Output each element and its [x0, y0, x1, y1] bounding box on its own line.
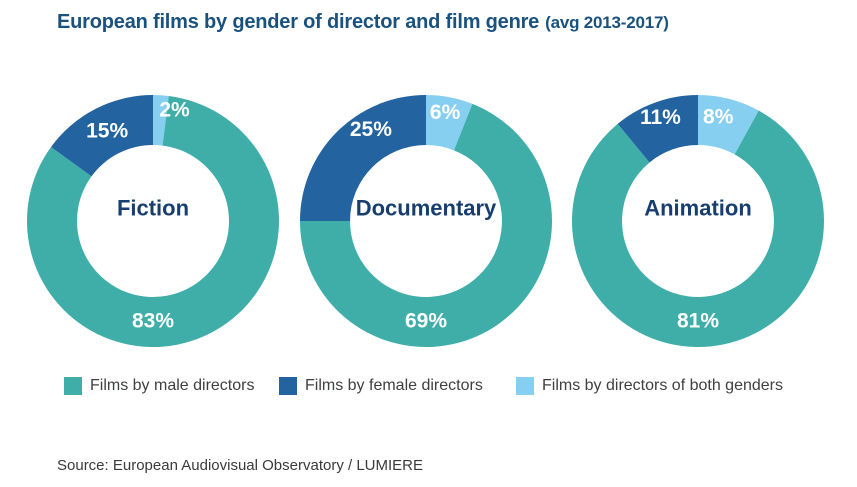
- legend-label: Films by female directors: [305, 377, 483, 394]
- chart-legend: Films by male directors Films by female d…: [0, 377, 857, 399]
- donut-center-label: Documentary: [356, 196, 497, 221]
- slice-both: [698, 95, 759, 155]
- legend-item-male: Films by male directors: [64, 377, 254, 395]
- slice-percent-label: 15%: [86, 120, 128, 143]
- slice-both: [426, 95, 473, 151]
- slice-female: [617, 95, 698, 163]
- donut-chart-documentary: 6% 69% 25% Documentary: [298, 93, 554, 349]
- slice-percent-label: 25%: [350, 118, 392, 141]
- legend-item-both: Films by directors of both genders: [516, 377, 783, 395]
- slice-percent-label: 2%: [159, 99, 190, 122]
- slice-both: [153, 95, 169, 146]
- donut-chart-animation: 8% 81% 11% Animation: [570, 93, 826, 349]
- legend-swatch-male-icon: [64, 377, 82, 395]
- slice-percent-label: 6%: [430, 101, 461, 124]
- legend-label: Films by directors of both genders: [542, 377, 783, 394]
- slice-male: [26, 95, 279, 347]
- slice-female: [51, 95, 153, 177]
- donut-center-label: Animation: [644, 196, 752, 221]
- legend-item-female: Films by female directors: [279, 377, 483, 395]
- source-note: Source: European Audiovisual Observatory…: [57, 457, 424, 474]
- slice-percent-label: 81%: [677, 310, 719, 333]
- slice-female: [300, 95, 426, 221]
- slice-percent-label: 11%: [640, 106, 681, 129]
- legend-swatch-both-icon: [516, 377, 534, 395]
- slice-male: [571, 110, 824, 348]
- chart-title: European films by gender of director and…: [57, 11, 669, 34]
- chart-title-main: European films by gender of director and…: [57, 11, 540, 33]
- legend-swatch-female-icon: [279, 377, 297, 395]
- donut-center-label: Fiction: [117, 196, 189, 221]
- slice-percent-label: 69%: [405, 310, 447, 333]
- charts-row: 2% 83% 15% Fiction 6% 69% 25% Documentary 8% 81% 1…: [25, 93, 826, 349]
- legend-label: Films by male directors: [90, 377, 255, 394]
- slice-percent-label: 83%: [132, 310, 174, 333]
- slice-male: [300, 103, 552, 348]
- slice-percent-label: 8%: [703, 105, 734, 128]
- donut-chart-fiction: 2% 83% 15% Fiction: [25, 93, 281, 349]
- chart-title-period: (avg 2013-2017): [545, 13, 669, 32]
